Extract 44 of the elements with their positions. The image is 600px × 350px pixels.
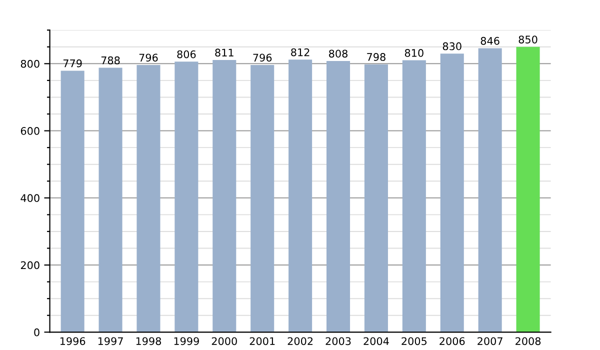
bar [516,46,540,332]
y-tick-label: 600 [20,127,40,135]
bar [288,60,312,332]
x-tick-label: 2008 [516,337,541,346]
data-label: 798 [367,53,386,61]
x-tick-label: 1997 [98,337,123,346]
bar [136,65,160,332]
y-tick-label: 400 [20,194,40,202]
data-label: 811 [215,48,234,57]
bar [478,48,502,332]
x-tick-label: 2003 [326,337,351,346]
data-label: 812 [291,48,310,56]
y-tick-label: 0 [34,328,40,336]
y-tick-label: 200 [20,261,40,270]
bar [98,68,122,332]
x-tick-label: 1998 [136,337,162,346]
data-label: 808 [329,50,348,58]
x-tick-label: 1996 [60,337,86,346]
data-label: 830 [442,42,462,50]
x-tick-label: 2006 [440,337,465,346]
x-tick-label: 2000 [212,337,237,346]
bar [250,65,274,332]
bar [60,70,84,332]
data-label: 806 [177,50,196,58]
bar [212,60,236,332]
bar [364,64,388,332]
x-tick-label: 2004 [364,337,389,346]
data-label: 788 [101,56,120,64]
data-label: 810 [404,49,424,57]
x-tick-label: 1999 [174,337,199,346]
x-tick-label: 2007 [478,337,502,346]
data-label: 779 [63,59,82,68]
bar [174,62,198,332]
data-label: 846 [480,36,500,45]
data-label: 850 [518,36,538,44]
x-tick-label: 2002 [288,337,313,346]
data-label: 796 [253,54,272,62]
data-label: 796 [139,54,158,62]
x-tick-label: 2005 [402,337,427,346]
bar [326,60,350,332]
bar [440,54,464,332]
bar [402,60,426,332]
y-tick-label: 800 [20,60,40,68]
x-tick-label: 2001 [250,337,275,346]
